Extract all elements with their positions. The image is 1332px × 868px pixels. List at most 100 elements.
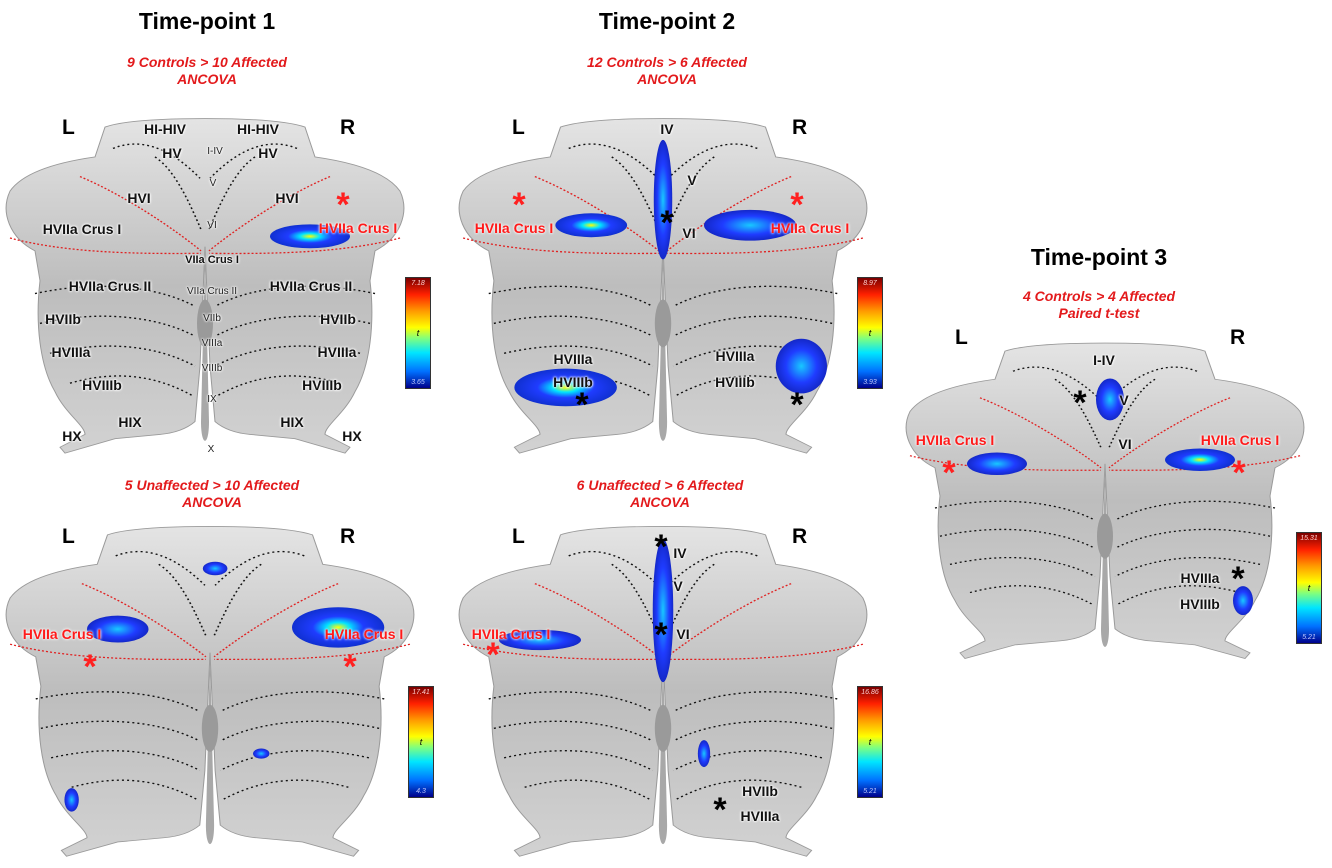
region-label: HVIIIa xyxy=(740,808,780,824)
significance-star: * xyxy=(1073,384,1087,422)
region-label: VIIa Crus II xyxy=(186,286,238,297)
significance-star: * xyxy=(713,791,727,829)
left-hemisphere-label: L xyxy=(512,525,525,548)
activation-cluster xyxy=(704,209,797,241)
region-label: HVIIa Crus I xyxy=(471,626,551,642)
activation-cluster xyxy=(967,452,1027,476)
region-label: HVIIa Crus I xyxy=(324,626,404,642)
region-label: HVIIa Crus I xyxy=(770,220,850,236)
significance-star: * xyxy=(660,204,674,242)
panel-subtitle-tp1b-line1: 5 Unaffected > 10 Affected xyxy=(124,477,300,493)
left-hemisphere-label: L xyxy=(512,116,525,139)
region-label: HVIIIa xyxy=(317,344,357,360)
region-label: HVI xyxy=(275,190,299,206)
activation-cluster xyxy=(555,213,628,238)
region-label: IV xyxy=(660,121,674,137)
region-label: HX xyxy=(62,428,82,444)
colorbar: 8.97 t 3.93 xyxy=(857,277,883,389)
colorbar: 17.41 t 4.3 xyxy=(408,686,434,798)
region-label: VI xyxy=(682,225,696,241)
region-label: HVIIa Crus I xyxy=(915,432,995,448)
activation-cluster xyxy=(270,224,350,249)
left-hemisphere-label: L xyxy=(955,326,968,349)
panel-subtitle-tp3-line2: Paired t-test xyxy=(1058,305,1140,321)
region-label: VIIb xyxy=(203,313,221,324)
region-label: VIIIb xyxy=(201,363,223,374)
region-label: HVIIa Crus I xyxy=(22,626,102,642)
panel-title-tp3: Time-point 3 xyxy=(1030,244,1168,270)
colorbar-min: 3.93 xyxy=(863,379,877,386)
region-label: HVI xyxy=(127,190,151,206)
region-label: HVIIIb xyxy=(302,377,342,393)
panel-subtitle-tp3-line1: 4 Controls > 4 Affected xyxy=(1022,288,1176,304)
region-label: I-IV xyxy=(1093,352,1115,368)
activation-cluster xyxy=(697,740,711,768)
region-label: V xyxy=(673,578,683,594)
region-label: I-IV xyxy=(207,146,223,157)
significance-star: * xyxy=(575,386,589,424)
region-label: HVIIb xyxy=(45,311,81,327)
activation-cluster xyxy=(653,139,673,260)
activation-cluster xyxy=(514,368,617,407)
colorbar-stat: t xyxy=(419,737,423,747)
panel-subtitle-tp2b-line2: ANCOVA xyxy=(630,494,690,510)
right-hemisphere-label: R xyxy=(792,525,808,548)
region-label: HVIIIa xyxy=(553,351,593,367)
colorbar-max: 16.86 xyxy=(861,689,879,696)
activation-cluster xyxy=(499,629,581,651)
region-label: VIIIa xyxy=(201,338,223,349)
region-label: HVIIa Crus I xyxy=(42,221,122,237)
region-label: IX xyxy=(207,394,217,405)
colorbar-min: 4.3 xyxy=(416,788,426,795)
activation-cluster xyxy=(1096,378,1124,421)
left-hemisphere-label: L xyxy=(62,525,75,548)
significance-star: * xyxy=(486,636,500,674)
region-label: HVIIIa xyxy=(715,348,755,364)
panel-subtitle-tp1b-line2: ANCOVA xyxy=(182,494,242,510)
colorbar-stat: t xyxy=(416,328,420,338)
region-label: HVIIIa xyxy=(1180,570,1220,586)
region-label: VI xyxy=(207,220,217,231)
activation-cluster xyxy=(1165,448,1235,472)
left-hemisphere-label: L xyxy=(62,116,75,139)
significance-star: * xyxy=(1232,454,1246,492)
region-label: V xyxy=(1119,392,1129,408)
significance-star: * xyxy=(654,528,668,566)
activation-cluster xyxy=(775,338,827,394)
region-label: HVIIa Crus I xyxy=(474,220,554,236)
region-label: HVIIa Crus I xyxy=(1200,432,1280,448)
panel-subtitle-tp1a-line1: 9 Controls > 10 Affected xyxy=(127,54,287,70)
region-label: VI xyxy=(1118,436,1132,452)
panel-title-tp1: Time-point 1 xyxy=(138,8,276,34)
panel-subtitle-tp1a-line2: ANCOVA xyxy=(177,71,237,87)
region-label: VIIa Crus I xyxy=(185,254,239,266)
colorbar-min: 3.65 xyxy=(411,379,425,386)
colorbar-stat: t xyxy=(868,737,872,747)
activation-cluster xyxy=(64,788,79,812)
right-hemisphere-label: R xyxy=(340,116,356,139)
region-label: HI-HIV xyxy=(144,121,186,137)
activation-cluster xyxy=(87,615,149,643)
region-label: HVIIIb xyxy=(1180,596,1220,612)
region-label: V xyxy=(209,178,217,189)
significance-star: * xyxy=(942,454,956,492)
region-label: HI-HIV xyxy=(237,121,279,137)
region-label: X xyxy=(207,444,215,455)
region-label: HV xyxy=(162,145,182,161)
colorbar: 16.86 t 5.21 xyxy=(857,686,883,798)
cerebellum-flatmap-tp2a xyxy=(458,117,868,454)
significance-star: * xyxy=(512,186,526,224)
region-label: HVIIIa xyxy=(51,344,91,360)
activation-cluster xyxy=(652,539,674,683)
region-label: VI xyxy=(676,626,690,642)
colorbar: 7.18 t 3.65 xyxy=(405,277,431,389)
region-label: HIX xyxy=(118,414,142,430)
cerebellum-flatmap-tp3 xyxy=(905,342,1305,660)
colorbar-max: 15.31 xyxy=(1300,535,1318,542)
significance-star: * xyxy=(790,186,804,224)
region-label: HVIIa Crus I xyxy=(318,220,398,236)
region-label: IV xyxy=(673,545,687,561)
cerebellum-flatmap-tp2b xyxy=(458,525,868,858)
right-hemisphere-label: R xyxy=(340,525,356,548)
right-hemisphere-label: R xyxy=(1230,326,1246,349)
